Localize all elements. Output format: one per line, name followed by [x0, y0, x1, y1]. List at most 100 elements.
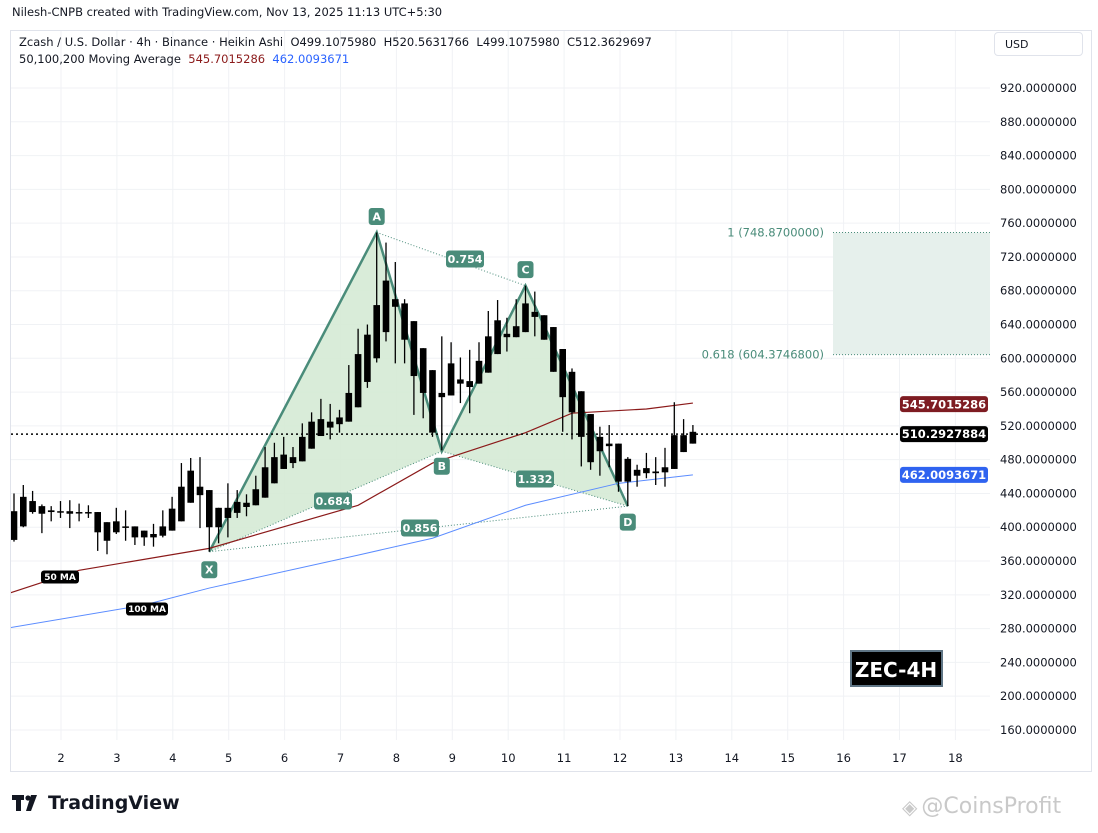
- y-tick-label: 640.0000000: [1000, 318, 1077, 332]
- pattern-point-d: D: [623, 516, 632, 529]
- candle-body: [410, 321, 418, 377]
- ma-legend[interactable]: 50,100,200 Moving Average 545.7015286 46…: [19, 52, 349, 66]
- y-tick-label: 920.0000000: [1000, 81, 1077, 95]
- candle-body: [689, 431, 697, 444]
- candle-body: [168, 508, 176, 531]
- ma50-price-tag: 545.7015286: [902, 397, 986, 411]
- y-tick-label: 200.0000000: [1000, 689, 1077, 703]
- candle-body: [113, 521, 120, 533]
- pattern-point-a-bg: [368, 207, 385, 225]
- y-tick-label: 240.0000000: [1000, 655, 1077, 669]
- candle-body: [11, 511, 18, 540]
- last-price-tag-bg: [900, 426, 988, 443]
- pattern-labels: X A B C D 0.684 0.754 1.332 0.856 50 MA 100 MA ZEC-…: [41, 207, 943, 687]
- pattern-point-x: X: [205, 564, 214, 577]
- candle-body: [326, 421, 334, 428]
- y-tick-label: 320.0000000: [1000, 588, 1077, 602]
- y-tick-label: 800.0000000: [1000, 182, 1077, 196]
- ratio-label-bg: [516, 470, 554, 488]
- candle-body: [75, 512, 83, 514]
- candle-body: [605, 443, 613, 447]
- candle-body: [373, 305, 380, 359]
- y-tick-label: 440.0000000: [1000, 486, 1077, 500]
- target-top-label: 1 (748.8700000): [727, 226, 824, 240]
- pattern-point-b: B: [438, 460, 446, 473]
- ma100-line: [11, 474, 693, 628]
- watermark: ◈ @CoinsProfit: [902, 794, 1061, 819]
- ratio-label-bg: [446, 250, 484, 268]
- symbol-legend: Zcash / U.S. Dollar · 4h · Binance · Hei…: [19, 35, 652, 49]
- currency-button[interactable]: USD: [994, 32, 1083, 56]
- pattern-point-b-bg: [433, 457, 450, 475]
- x-tick-label: 9: [449, 751, 456, 765]
- tradingview-logo[interactable]: TradingView: [12, 792, 180, 814]
- x-tick-label: 16: [836, 751, 851, 765]
- candle-body: [596, 436, 604, 452]
- candle-body: [66, 511, 74, 514]
- y-tick-label: 760.0000000: [1000, 216, 1077, 230]
- chart-frame: [10, 30, 1092, 772]
- candle-body: [243, 502, 250, 507]
- candle-body: [522, 303, 529, 333]
- candle-body: [47, 510, 55, 513]
- candle-body: [419, 348, 427, 393]
- ma50-value: 545.7015286: [188, 52, 266, 66]
- pattern-point-x-bg: [201, 561, 218, 579]
- x-tick-label: 8: [393, 751, 400, 765]
- candle-body: [187, 470, 194, 503]
- candle-body: [94, 512, 101, 533]
- ma100-tag-bg: [126, 602, 168, 616]
- symbol-title: Zcash / U.S. Dollar · 4h · Binance · Hei…: [19, 35, 284, 49]
- candle-body: [289, 457, 297, 464]
- tradingview-logo-icon: [12, 795, 37, 811]
- candle-body: [494, 320, 501, 355]
- x-tick-label: 5: [225, 751, 232, 765]
- ma50-price-tag-bg: [900, 396, 988, 413]
- ratio-label: 1.332: [518, 473, 553, 486]
- x-tick-label: 7: [337, 751, 344, 765]
- candle-body: [29, 501, 36, 513]
- pattern-point-d-bg: [619, 513, 636, 531]
- ratio-label: 0.856: [403, 522, 438, 535]
- candle-body: [364, 334, 371, 382]
- x-tick-label: 17: [892, 751, 907, 765]
- x-tick-label: 6: [281, 751, 288, 765]
- x-tick-label: 18: [948, 751, 963, 765]
- watermark-text: @CoinsProfit: [921, 794, 1062, 819]
- annotation-box: [850, 650, 943, 687]
- y-tick-label: 520.0000000: [1000, 419, 1077, 433]
- binance-icon: ◈: [902, 794, 918, 819]
- candle-body: [466, 381, 473, 388]
- candle-body: [252, 489, 260, 506]
- candle-body: [224, 507, 232, 518]
- candle-body: [280, 454, 287, 469]
- candle-body: [178, 486, 185, 522]
- candle-body: [57, 511, 64, 513]
- candle-body: [131, 526, 139, 538]
- candle-body: [485, 336, 492, 373]
- candle-body: [512, 326, 520, 338]
- candle-body: [615, 443, 622, 482]
- x-tick-label: 14: [724, 751, 739, 765]
- time-axis: 2 3 4 5 6 7 8 9 10 11 12 13 14 15 16 17 18: [57, 751, 962, 765]
- x-tick-label: 2: [57, 751, 64, 765]
- candle-body: [401, 303, 408, 340]
- candle-body: [345, 392, 353, 422]
- last-price-tag: 510.2927884: [902, 427, 986, 441]
- ma50-line: [11, 402, 693, 594]
- y-tick-label: 720.0000000: [1000, 250, 1077, 264]
- annotation-text: ZEC-4H: [855, 658, 937, 682]
- candle-body: [633, 469, 641, 476]
- ratio-label-bg: [314, 492, 352, 510]
- moving-averages: [11, 402, 990, 628]
- candle-body: [38, 506, 46, 514]
- target-zone-box: [833, 232, 990, 355]
- candle-body: [587, 414, 594, 463]
- ohlc-open: O499.1075980: [290, 35, 377, 49]
- y-tick-label: 480.0000000: [1000, 453, 1077, 467]
- candle-body: [140, 530, 148, 538]
- candle-body: [540, 315, 548, 340]
- candle-body: [447, 363, 455, 396]
- candle-body: [568, 371, 576, 413]
